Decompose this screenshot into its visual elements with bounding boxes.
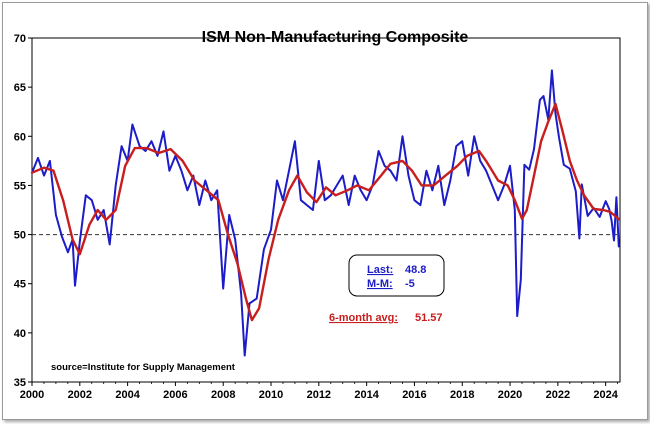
last-value: 48.8 bbox=[405, 264, 426, 276]
avg-value: 51.57 bbox=[415, 312, 443, 324]
x-tick-label: 2008 bbox=[211, 389, 235, 401]
x-tick-label: 2014 bbox=[354, 389, 379, 401]
y-tick-label: 65 bbox=[14, 82, 26, 94]
x-tick-label: 2016 bbox=[402, 389, 426, 401]
x-tick-label: 2022 bbox=[546, 389, 570, 401]
x-tick-label: 2020 bbox=[498, 389, 522, 401]
y-tick-label: 40 bbox=[14, 328, 26, 340]
plot-area bbox=[31, 37, 621, 383]
y-tick-label: 70 bbox=[14, 33, 26, 45]
y-tick-label: 55 bbox=[14, 180, 26, 192]
y-tick-label: 35 bbox=[14, 377, 26, 389]
x-tick-label: 2010 bbox=[259, 389, 283, 401]
x-tick-label: 2012 bbox=[307, 389, 331, 401]
source-note: source=Institute for Supply Management bbox=[51, 362, 236, 373]
x-tick-label: 2018 bbox=[450, 389, 474, 401]
y-tick-label: 50 bbox=[14, 230, 26, 242]
line-chart: 2000 2002 2004 2006 2008 2010 2012 2014 2016 2018… bbox=[14, 29, 621, 401]
x-tick-label: 2004 bbox=[115, 389, 140, 401]
last-value-box bbox=[348, 254, 445, 297]
y-tick-label: 45 bbox=[14, 279, 26, 291]
last-label: Last: bbox=[367, 264, 393, 276]
x-tick-label: 2000 bbox=[20, 389, 44, 401]
series-ism-composite-line bbox=[31, 69, 620, 357]
chart-title: ISM Non-Manufacturing Composite bbox=[202, 29, 469, 46]
x-tick-label: 2024 bbox=[593, 389, 618, 401]
mm-value: -5 bbox=[405, 278, 415, 290]
x-tick-label: 2006 bbox=[163, 389, 187, 401]
series-6-month-avg-line bbox=[30, 102, 620, 322]
avg-label: 6-month avg: bbox=[329, 312, 398, 324]
y-tick-label: 60 bbox=[14, 131, 26, 143]
chart-frame: 2000 2002 2004 2006 2008 2010 2012 2014 2016 2018… bbox=[2, 2, 648, 420]
x-tick-label: 2002 bbox=[68, 389, 92, 401]
mm-label: M-M: bbox=[367, 278, 393, 290]
